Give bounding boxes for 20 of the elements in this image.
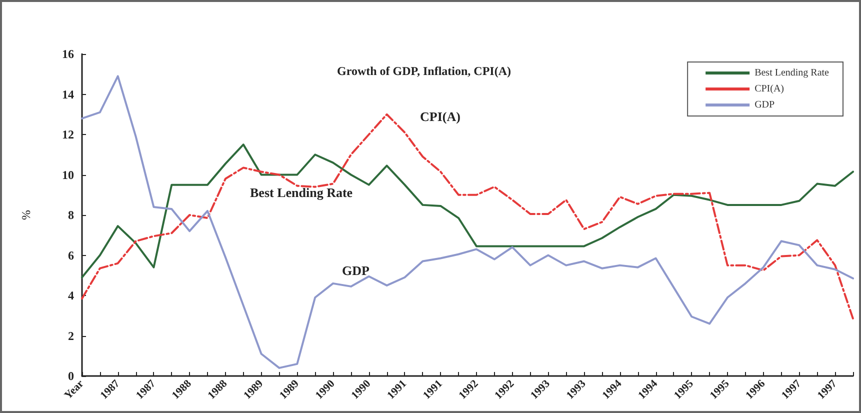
y-tick-label: 0 [68, 369, 74, 383]
y-tick-label: 14 [62, 87, 74, 102]
y-tick-label: 12 [62, 128, 74, 142]
y-tick-label: 10 [62, 168, 74, 182]
legend-label: CPI(A) [754, 84, 784, 94]
y-tick-label: 2 [68, 328, 74, 343]
legend-label: GDP [754, 100, 776, 110]
annotation: CPI(A) [420, 109, 460, 124]
y-tick-label: 16 [62, 47, 74, 61]
x-tick-label: 1991 [384, 378, 409, 402]
line-series [81, 113, 854, 320]
line-series [81, 144, 854, 278]
y-tick-label: 6 [68, 248, 74, 262]
y-axis-title: % [19, 210, 33, 220]
annotation: Best Lending Rate [250, 185, 353, 200]
annotation: GDP [342, 263, 370, 278]
text: Growth of GDP, Inflation, CPI(A) [337, 64, 512, 78]
legend-label: Best Lending Rate [754, 68, 830, 78]
y-tick-label: 4 [68, 288, 74, 302]
y-tick-label: 8 [68, 208, 74, 222]
